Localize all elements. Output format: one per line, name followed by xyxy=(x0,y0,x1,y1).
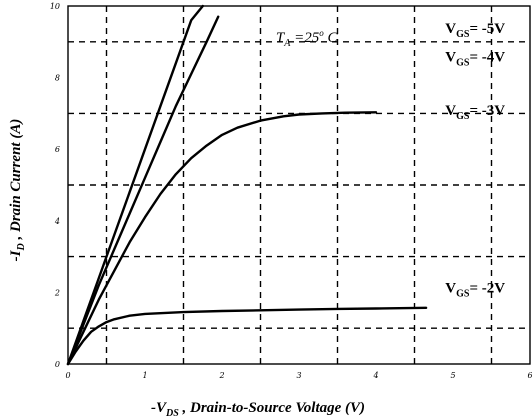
plot-frame xyxy=(67,5,531,365)
y-tick-label: 6 xyxy=(55,145,60,154)
series-line-3 xyxy=(66,306,428,366)
grid-lines xyxy=(68,6,530,364)
series-label: VGS= -5V xyxy=(445,21,505,40)
x-tick-label: 4 xyxy=(372,371,378,380)
y-tick-label: 8 xyxy=(55,74,60,83)
series-line-0 xyxy=(66,4,204,366)
series-line-2 xyxy=(66,111,378,366)
x-tick-label: 2 xyxy=(218,371,224,380)
y-tick-label: 10 xyxy=(50,2,60,11)
tick-labels: 0 1 2 3 4 5 6 0 2 4 6 8 10 xyxy=(50,2,532,380)
x-tick-label: 3 xyxy=(296,371,301,380)
y-tick-label: 4 xyxy=(54,217,60,226)
x-tick-label: 5 xyxy=(450,371,455,380)
temperature-annotation: TA =25o C xyxy=(276,28,339,49)
series-label: VGS= -3V xyxy=(445,103,505,122)
x-tick-label: 6 xyxy=(527,371,532,380)
series-curves xyxy=(66,4,428,366)
y-tick-label: 2 xyxy=(54,288,60,297)
x-tick-label: 1 xyxy=(142,371,147,380)
y-tick-label: 0 xyxy=(55,360,60,369)
series-label: VGS= -2V xyxy=(445,280,505,299)
series-labels: VGS= -5V VGS= -4V VGS= -3V VGS= -2V xyxy=(445,21,505,300)
x-tick-label: 0 xyxy=(65,371,70,380)
y-axis-label: -ID , Drain Current (A) xyxy=(8,119,27,262)
series-line-1 xyxy=(66,15,220,366)
series-label: VGS= -4V xyxy=(445,49,505,68)
x-axis-label: -VDS , Drain-to-Source Voltage (V) xyxy=(151,400,365,419)
